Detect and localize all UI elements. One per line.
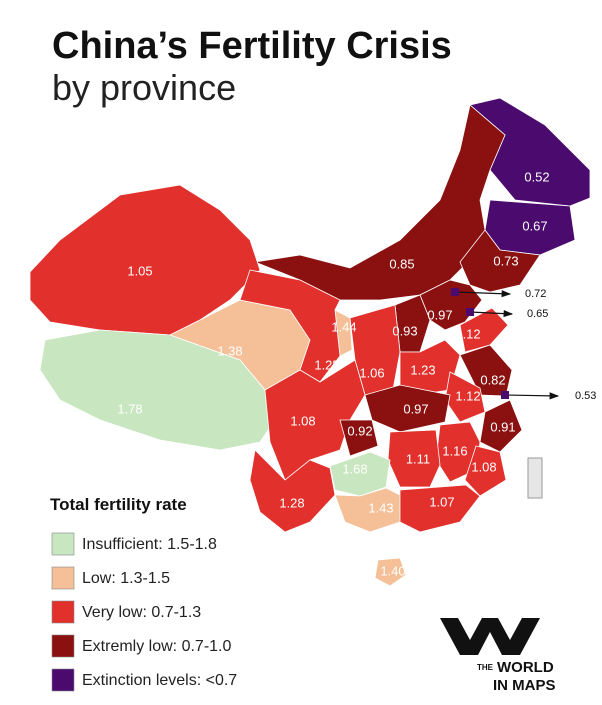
- marker-dot: [451, 288, 459, 296]
- province: [374, 557, 407, 587]
- arrow: [454, 290, 512, 298]
- province: [459, 307, 509, 353]
- logo-line1: WORLD: [497, 659, 554, 676]
- region-label: 1.08: [290, 413, 315, 428]
- logo: THE WORLD IN MAPS: [440, 618, 556, 694]
- region-label: 1.12: [455, 388, 480, 403]
- region-label: 1.06: [359, 365, 384, 380]
- province: [253, 104, 506, 301]
- region-label: 0.92: [347, 423, 372, 438]
- legend-swatch: [51, 600, 75, 624]
- logo-mark: [440, 618, 540, 655]
- province: [464, 445, 507, 497]
- region-label: 0.52: [524, 169, 549, 184]
- region-label: 1.07: [429, 494, 454, 509]
- region-label: 0.93: [392, 323, 417, 338]
- marker-dot: [466, 308, 474, 316]
- legend-label: Very low: 0.7-1.3: [82, 604, 201, 621]
- map: 0.52 0.67 0.85 0.73 0.72 0.65 1.05 0.97 0.93 1.12…: [29, 97, 596, 587]
- region-label: 0.97: [427, 307, 452, 322]
- province: [339, 419, 379, 457]
- region-label: 1.12: [455, 326, 480, 341]
- legend-label: Low: 1.3-1.5: [82, 570, 170, 587]
- legend-swatch: [51, 668, 75, 692]
- region-label: 1.05: [127, 263, 152, 278]
- region-label: 1.11: [406, 451, 430, 466]
- marker-dot: [501, 391, 509, 399]
- region-label: 1.08: [471, 459, 496, 474]
- legend-swatch: [51, 566, 75, 590]
- legend-label: Extremly low: 0.7-1.0: [82, 638, 231, 655]
- region-label: 0.97: [403, 401, 428, 416]
- region-label: 0.72: [525, 288, 546, 300]
- legend-title: Total fertility rate: [50, 495, 187, 514]
- subtitle: by province: [52, 67, 236, 108]
- province: [459, 229, 541, 293]
- region-label: 1.40: [380, 563, 405, 578]
- region-label: 1.16: [442, 443, 467, 458]
- region-label: 1.25: [314, 357, 339, 372]
- region-label: 0.85: [389, 256, 414, 271]
- logo-small: THE: [477, 663, 494, 672]
- region-label: 0.91: [490, 419, 515, 434]
- province: [249, 449, 336, 533]
- region-label: 0.53: [575, 390, 596, 402]
- province: [479, 399, 523, 453]
- region-label: 1.68: [342, 461, 367, 476]
- region-label: 1.44: [331, 319, 356, 334]
- region-label: 1.43: [368, 500, 393, 515]
- province: [39, 329, 276, 451]
- region-label: 1.23: [410, 362, 435, 377]
- region-label: 0.67: [522, 218, 547, 233]
- region-label: 1.28: [279, 495, 304, 510]
- region-label: 1.78: [117, 401, 142, 416]
- region-label: 0.82: [480, 372, 505, 387]
- legend-swatch: [51, 634, 75, 658]
- region-label: 1.38: [217, 343, 242, 358]
- arrow: [469, 310, 514, 318]
- legend: Total fertility rate Insufficient: 1.5-1…: [50, 495, 237, 692]
- title: China’s Fertility Crisis: [52, 25, 452, 67]
- province: [399, 484, 481, 533]
- arrow: [504, 392, 560, 400]
- legend-label: Extinction levels: <0.7: [82, 672, 237, 689]
- taiwan: [527, 457, 543, 499]
- province: [329, 451, 391, 497]
- legend-swatch: [51, 532, 75, 556]
- region-label: 0.73: [493, 253, 518, 268]
- region-label: 0.65: [527, 308, 548, 320]
- logo-line2: IN MAPS: [493, 677, 556, 694]
- legend-label: Insufficient: 1.5-1.8: [82, 536, 217, 553]
